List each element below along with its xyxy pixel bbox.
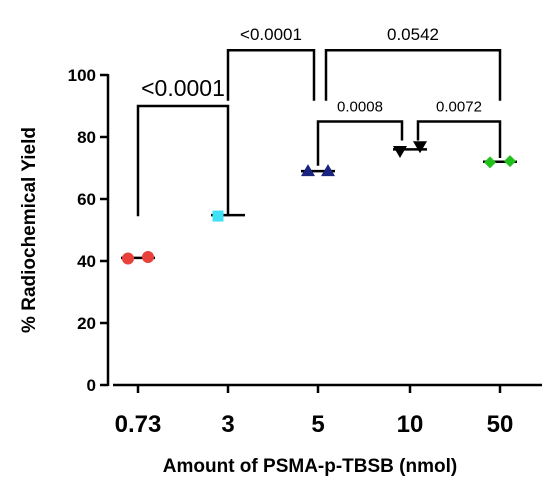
- x-axis: 0.73 3 5 10 50: [113, 383, 542, 438]
- p-value-label: 0.0072: [436, 99, 482, 116]
- y-axis-title: % Radiochemical Yield: [19, 127, 40, 333]
- x-tick-label: 5: [311, 411, 324, 438]
- x-tick-label: 10: [397, 411, 424, 438]
- significance-bracket: [316, 120, 404, 166]
- p-value-label: <0.0001: [240, 25, 302, 44]
- significance-brackets: <0.0001 <0.0001 0.0542 0.0008 0.0072: [136, 25, 502, 217]
- p-value-label: 0.0542: [387, 25, 439, 44]
- y-tick-label: 80: [77, 128, 96, 147]
- y-tick-label: 20: [77, 314, 96, 333]
- data-point: [212, 210, 224, 222]
- data-point: [301, 164, 315, 177]
- y-axis: 0 20 40 60 80 100: [68, 66, 110, 395]
- significance-bracket: [416, 120, 502, 159]
- data-points: [121, 141, 517, 265]
- data-point: [393, 145, 407, 158]
- data-point: [504, 155, 516, 168]
- y-tick-label: 100: [68, 66, 96, 85]
- significance-bracket: [136, 104, 230, 217]
- significance-bracket: [324, 48, 502, 101]
- y-tick-label: 0: [87, 376, 96, 395]
- p-value-label: <0.0001: [141, 75, 225, 101]
- p-value-label: 0.0008: [337, 99, 383, 116]
- x-tick-label: 3: [221, 411, 234, 438]
- data-point: [122, 252, 134, 265]
- significance-bracket: [226, 48, 316, 101]
- y-tick-label: 60: [77, 190, 96, 209]
- y-tick-label: 40: [77, 252, 96, 271]
- x-axis-title: Amount of PSMA-p-TBSB (nmol): [163, 456, 457, 477]
- data-point: [142, 250, 154, 263]
- x-tick-label: 50: [487, 411, 514, 438]
- x-tick-label: 0.73: [115, 411, 162, 438]
- data-point: [413, 141, 427, 154]
- data-point: [484, 156, 496, 169]
- data-point: [321, 164, 335, 177]
